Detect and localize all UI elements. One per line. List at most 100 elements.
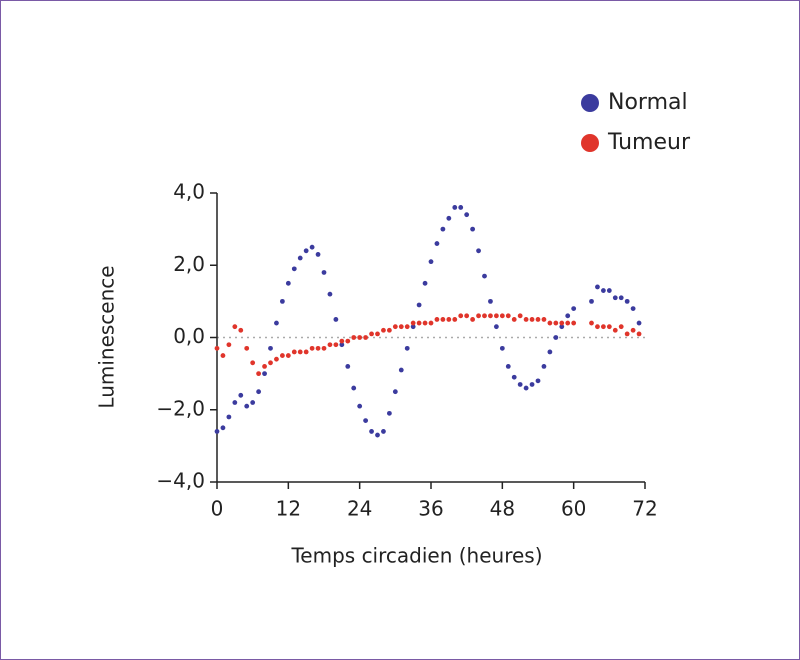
data-point [339,342,345,348]
data-point [589,298,594,304]
data-point [363,335,369,340]
data-point [274,356,279,362]
data-point [303,349,309,355]
data-point [351,385,357,391]
data-point [339,338,345,344]
data-point [315,345,321,351]
data-point [392,324,398,330]
data-point [482,273,487,279]
x-tick-label: 24 [347,497,372,521]
data-point [446,317,452,322]
data-point [357,335,363,340]
data-point [434,241,440,246]
data-point [291,266,297,272]
x-tick-label: 48 [490,497,515,521]
data-point [303,248,309,254]
data-point [595,324,600,330]
data-point [422,280,428,286]
data-point [488,313,493,319]
data-point [565,320,571,326]
data-point [333,317,339,322]
data-point [452,205,458,210]
data-point [571,306,577,311]
x-tick-label: 72 [632,497,657,521]
data-point [232,324,238,330]
data-point [428,320,434,326]
legend-marker [581,94,599,112]
data-point [476,248,481,254]
data-point [333,342,339,348]
data-point [422,320,428,326]
data-point [589,320,594,326]
data-point [535,317,541,322]
data-point [612,295,618,301]
data-point [410,324,416,330]
data-point [226,414,232,420]
data-point [559,324,565,330]
data-point [606,288,612,293]
data-point [464,313,470,319]
data-point [404,345,410,351]
data-point [547,349,553,355]
x-tick-label: 0 [211,497,224,521]
data-point [571,320,577,326]
data-point [517,382,523,387]
data-point [440,226,446,232]
data-point [381,429,386,434]
data-point [440,317,446,322]
data-point [553,320,559,326]
data-point [505,364,511,369]
data-point [291,349,297,355]
data-point [256,371,262,377]
data-point [493,313,499,319]
data-point [375,331,380,337]
data-point [262,364,267,369]
y-axis-label: Luminescence [95,265,119,408]
y-tick-label: 4,0 [173,180,205,204]
data-point [547,320,553,326]
data-point [321,345,327,351]
data-point [250,400,256,405]
data-point [488,298,493,304]
data-point [398,324,404,330]
data-point [220,353,226,358]
data-point [523,385,529,391]
data-point [559,320,565,326]
data-point [434,317,440,322]
data-point [363,418,369,423]
data-point [297,349,303,355]
data-point [476,313,481,319]
data-point [470,317,476,322]
data-point [398,367,404,373]
data-point [386,327,392,333]
data-point [505,313,511,319]
data-point [535,378,541,384]
data-point [244,403,250,409]
data-point [529,317,535,322]
data-point [375,432,380,438]
data-point [244,345,250,351]
data-point [386,410,392,416]
data-point [517,313,523,319]
y-tick-label: −2,0 [156,396,205,420]
data-point [565,313,571,319]
data-point [595,284,600,290]
data-point [262,371,267,377]
data-point [553,335,559,340]
data-point [309,345,315,351]
data-point [345,338,351,344]
data-point [327,291,333,297]
data-point [636,320,642,326]
data-point [220,425,226,431]
data-point [499,313,505,319]
data-point [630,306,636,311]
x-tick-label: 36 [418,497,443,521]
data-point [470,226,476,232]
data-point [452,317,458,322]
data-point [600,288,606,293]
data-point [256,389,262,395]
data-point [285,353,291,358]
data-point [232,400,238,405]
